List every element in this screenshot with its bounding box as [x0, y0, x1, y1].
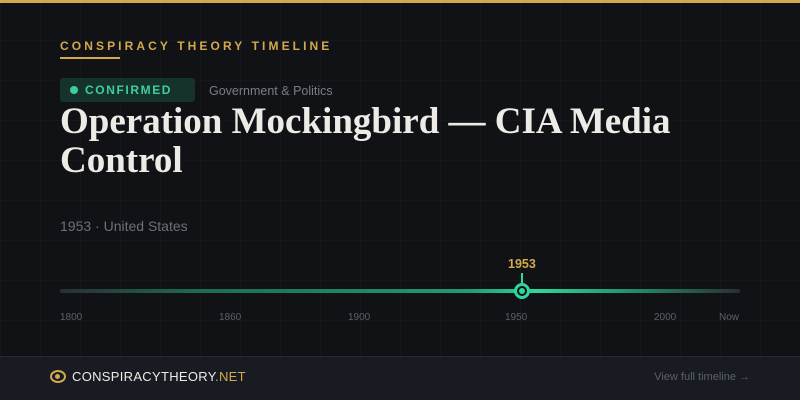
status-badge: CONFIRMED	[60, 78, 195, 102]
tick-label: 1900	[348, 312, 371, 323]
category: Government & Politics	[209, 84, 333, 98]
page-title: Operation Mockingbird — CIA Media Contro…	[60, 101, 671, 181]
tick-label: 1950	[505, 312, 528, 323]
event-year: 1953	[508, 257, 536, 271]
tick-label: 1800	[60, 312, 83, 323]
tick-label: 1860	[219, 312, 242, 323]
timeline-track	[60, 289, 740, 293]
eye-icon	[50, 370, 66, 383]
view-timeline-link[interactable]: View full timeline →	[654, 371, 750, 383]
marker-stem	[521, 273, 523, 283]
timeline-marker[interactable]	[514, 283, 530, 299]
top-accent-bar	[0, 0, 800, 3]
tick-label: Now	[719, 312, 740, 323]
kicker: CONSPIRACY THEORY TIMELINE	[60, 39, 333, 53]
meta-info: 1953 · United States	[60, 218, 188, 234]
kicker-underline	[60, 57, 120, 59]
footer: CONSPIRACYTHEORY.NET View full timeline …	[0, 356, 800, 400]
brand-tld: .NET	[215, 369, 246, 384]
tick-label: 2000	[654, 312, 677, 323]
brand-logo[interactable]: CONSPIRACYTHEORY.NET	[72, 369, 246, 384]
status-dot-icon	[70, 86, 78, 94]
status-label: CONFIRMED	[85, 83, 173, 97]
brand-main: CONSPIRACYTHEORY	[72, 369, 216, 384]
